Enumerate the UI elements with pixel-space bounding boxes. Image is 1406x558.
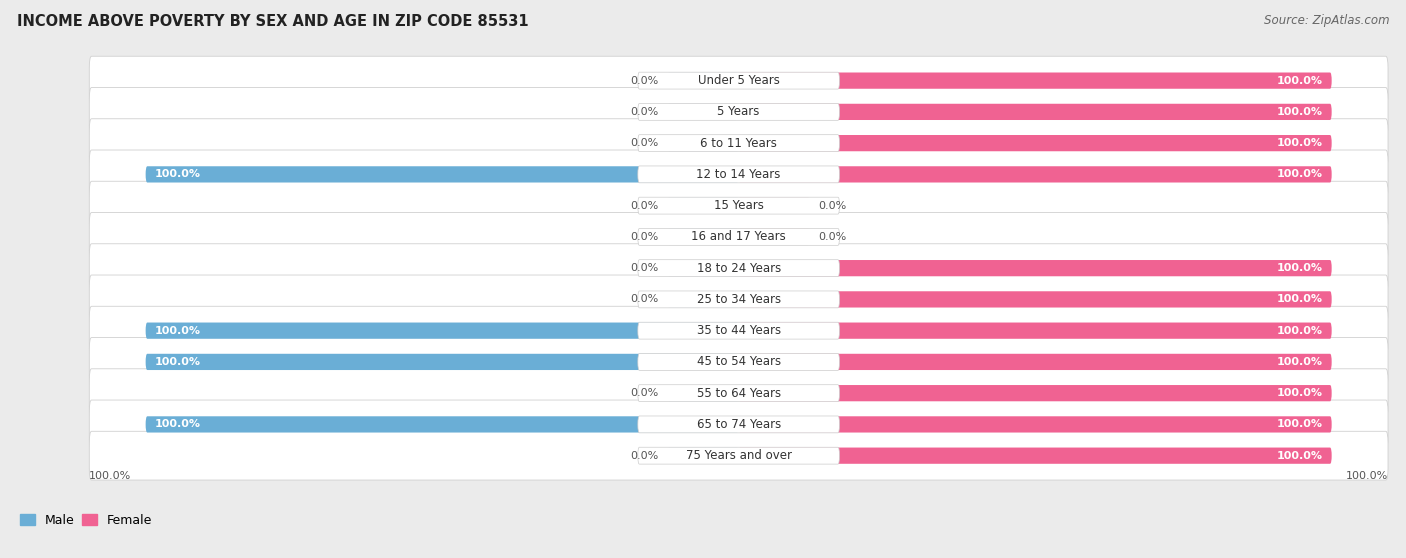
- FancyBboxPatch shape: [638, 72, 839, 89]
- FancyBboxPatch shape: [668, 198, 738, 214]
- FancyBboxPatch shape: [668, 385, 738, 401]
- Text: 100.0%: 100.0%: [1277, 76, 1323, 85]
- Text: 100.0%: 100.0%: [1277, 107, 1323, 117]
- FancyBboxPatch shape: [638, 103, 839, 121]
- Text: 18 to 24 Years: 18 to 24 Years: [696, 262, 780, 275]
- Text: 0.0%: 0.0%: [630, 232, 658, 242]
- Legend: Male, Female: Male, Female: [15, 509, 157, 532]
- FancyBboxPatch shape: [89, 244, 1388, 292]
- FancyBboxPatch shape: [738, 166, 1331, 182]
- FancyBboxPatch shape: [668, 135, 738, 151]
- Text: 0.0%: 0.0%: [818, 232, 846, 242]
- FancyBboxPatch shape: [638, 322, 839, 339]
- Text: 100.0%: 100.0%: [1277, 357, 1323, 367]
- FancyBboxPatch shape: [146, 323, 738, 339]
- FancyBboxPatch shape: [668, 229, 738, 245]
- Text: 75 Years and over: 75 Years and over: [686, 449, 792, 462]
- FancyBboxPatch shape: [738, 229, 810, 245]
- Text: 100.0%: 100.0%: [89, 470, 132, 480]
- Text: 6 to 11 Years: 6 to 11 Years: [700, 137, 778, 150]
- Text: Under 5 Years: Under 5 Years: [697, 74, 779, 87]
- Text: 65 to 74 Years: 65 to 74 Years: [696, 418, 780, 431]
- FancyBboxPatch shape: [638, 134, 839, 152]
- Text: 100.0%: 100.0%: [1277, 170, 1323, 179]
- Text: 100.0%: 100.0%: [155, 357, 201, 367]
- FancyBboxPatch shape: [668, 104, 738, 120]
- Text: 100.0%: 100.0%: [155, 420, 201, 430]
- FancyBboxPatch shape: [738, 323, 1331, 339]
- FancyBboxPatch shape: [89, 150, 1388, 199]
- Text: 100.0%: 100.0%: [1277, 420, 1323, 430]
- FancyBboxPatch shape: [638, 197, 839, 214]
- FancyBboxPatch shape: [638, 291, 839, 308]
- Text: 100.0%: 100.0%: [155, 326, 201, 336]
- FancyBboxPatch shape: [146, 354, 738, 370]
- FancyBboxPatch shape: [89, 431, 1388, 480]
- FancyBboxPatch shape: [638, 353, 839, 371]
- Text: 0.0%: 0.0%: [630, 388, 658, 398]
- FancyBboxPatch shape: [738, 73, 1331, 89]
- Text: 100.0%: 100.0%: [155, 170, 201, 179]
- Text: 0.0%: 0.0%: [630, 138, 658, 148]
- FancyBboxPatch shape: [638, 416, 839, 433]
- FancyBboxPatch shape: [89, 400, 1388, 449]
- Text: 100.0%: 100.0%: [1277, 326, 1323, 336]
- Text: 45 to 54 Years: 45 to 54 Years: [696, 355, 780, 368]
- Text: 100.0%: 100.0%: [1277, 388, 1323, 398]
- FancyBboxPatch shape: [738, 385, 1331, 401]
- FancyBboxPatch shape: [738, 135, 1331, 151]
- FancyBboxPatch shape: [89, 213, 1388, 261]
- FancyBboxPatch shape: [668, 448, 738, 464]
- Text: 100.0%: 100.0%: [1277, 451, 1323, 461]
- FancyBboxPatch shape: [89, 56, 1388, 105]
- Text: 100.0%: 100.0%: [1277, 138, 1323, 148]
- Text: 100.0%: 100.0%: [1277, 263, 1323, 273]
- Text: 0.0%: 0.0%: [630, 76, 658, 85]
- FancyBboxPatch shape: [146, 166, 738, 182]
- Text: 0.0%: 0.0%: [630, 263, 658, 273]
- Text: 35 to 44 Years: 35 to 44 Years: [696, 324, 780, 337]
- FancyBboxPatch shape: [668, 260, 738, 276]
- FancyBboxPatch shape: [146, 416, 738, 432]
- Text: 5 Years: 5 Years: [717, 105, 759, 118]
- Text: 0.0%: 0.0%: [630, 451, 658, 461]
- FancyBboxPatch shape: [738, 104, 1331, 120]
- Text: 0.0%: 0.0%: [630, 107, 658, 117]
- FancyBboxPatch shape: [638, 228, 839, 246]
- Text: 100.0%: 100.0%: [1346, 470, 1388, 480]
- FancyBboxPatch shape: [738, 416, 1331, 432]
- FancyBboxPatch shape: [89, 369, 1388, 417]
- FancyBboxPatch shape: [638, 166, 839, 183]
- FancyBboxPatch shape: [638, 259, 839, 277]
- Text: 0.0%: 0.0%: [818, 201, 846, 210]
- FancyBboxPatch shape: [89, 88, 1388, 136]
- Text: 16 and 17 Years: 16 and 17 Years: [692, 230, 786, 243]
- FancyBboxPatch shape: [738, 260, 1331, 276]
- Text: 0.0%: 0.0%: [630, 295, 658, 305]
- Text: 15 Years: 15 Years: [714, 199, 763, 212]
- Text: 0.0%: 0.0%: [630, 201, 658, 210]
- Text: Source: ZipAtlas.com: Source: ZipAtlas.com: [1264, 14, 1389, 27]
- FancyBboxPatch shape: [638, 447, 839, 464]
- Text: 25 to 34 Years: 25 to 34 Years: [696, 293, 780, 306]
- Text: 55 to 64 Years: 55 to 64 Years: [696, 387, 780, 400]
- FancyBboxPatch shape: [738, 448, 1331, 464]
- FancyBboxPatch shape: [89, 338, 1388, 386]
- FancyBboxPatch shape: [89, 181, 1388, 230]
- FancyBboxPatch shape: [668, 73, 738, 89]
- FancyBboxPatch shape: [89, 306, 1388, 355]
- Text: 100.0%: 100.0%: [1277, 295, 1323, 305]
- FancyBboxPatch shape: [89, 119, 1388, 167]
- FancyBboxPatch shape: [89, 275, 1388, 324]
- FancyBboxPatch shape: [668, 291, 738, 307]
- FancyBboxPatch shape: [738, 291, 1331, 307]
- FancyBboxPatch shape: [638, 384, 839, 402]
- FancyBboxPatch shape: [738, 198, 810, 214]
- Text: INCOME ABOVE POVERTY BY SEX AND AGE IN ZIP CODE 85531: INCOME ABOVE POVERTY BY SEX AND AGE IN Z…: [17, 14, 529, 29]
- FancyBboxPatch shape: [738, 354, 1331, 370]
- Text: 12 to 14 Years: 12 to 14 Years: [696, 168, 780, 181]
